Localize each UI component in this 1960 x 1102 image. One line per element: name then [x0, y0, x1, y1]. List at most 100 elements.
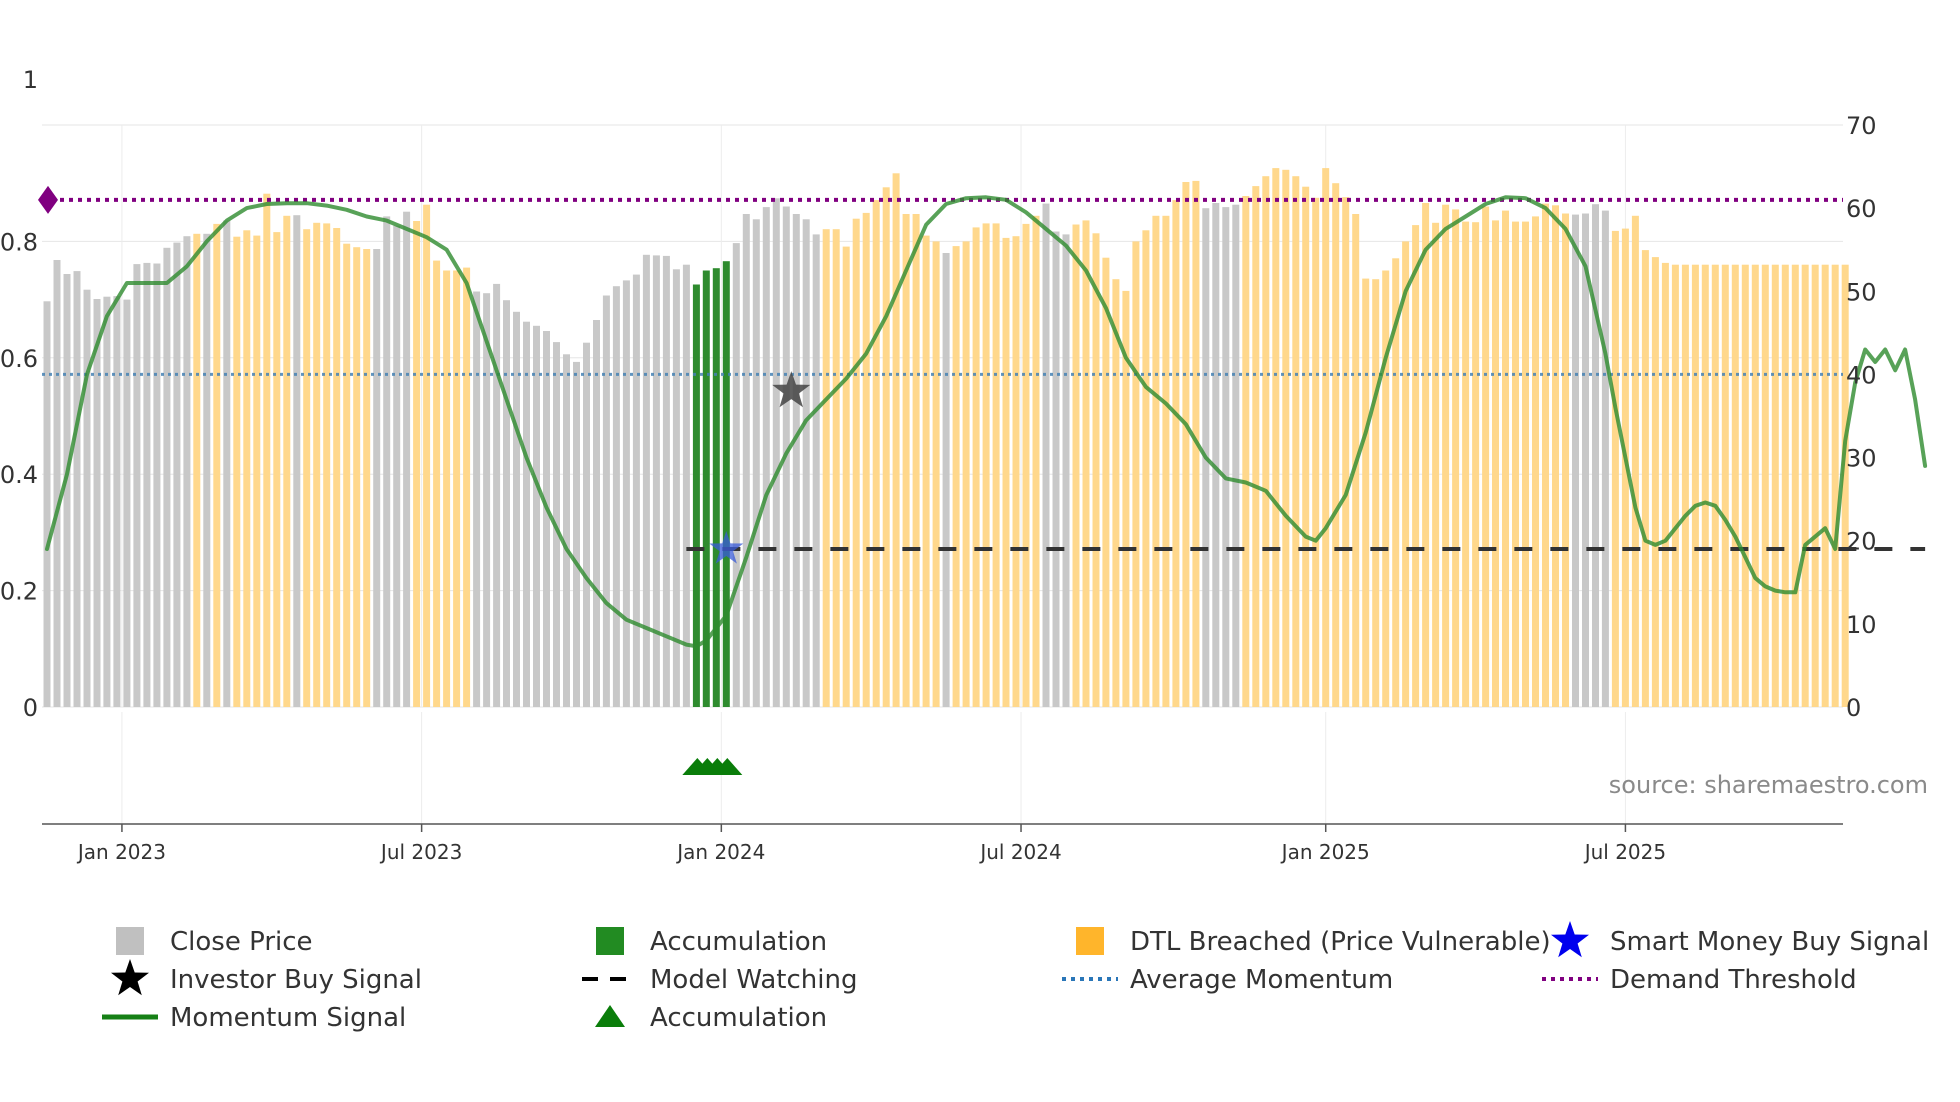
- bar-dtl: [882, 187, 890, 708]
- bar-dtl: [1362, 278, 1370, 707]
- markers-layer: [38, 185, 811, 775]
- bar-close: [143, 262, 151, 707]
- bar-dtl: [1721, 264, 1729, 707]
- bar-dtl: [1032, 215, 1040, 708]
- bar-dtl: [1252, 186, 1260, 708]
- bar-accumulation: [702, 270, 710, 707]
- bar-dtl: [1821, 264, 1829, 707]
- bar-close: [662, 255, 670, 707]
- bar-dtl: [1292, 176, 1300, 707]
- momentum-signal-line: [45, 195, 1928, 649]
- left-axis-label: 0.2: [0, 578, 38, 606]
- bar-dtl: [253, 235, 261, 707]
- legend-item: Accumulation: [595, 1003, 827, 1033]
- right-axis-label: 0: [1846, 694, 1861, 722]
- bar-dtl: [323, 223, 331, 707]
- bar-dtl: [1112, 279, 1120, 707]
- grid-layer: [42, 124, 1843, 824]
- bar-close: [652, 255, 660, 707]
- bar-dtl: [1452, 209, 1460, 707]
- bar-dtl: [1691, 264, 1699, 707]
- bar-dtl: [1542, 203, 1549, 707]
- bar-dtl: [1312, 197, 1320, 708]
- bar-dtl: [952, 246, 960, 707]
- bar-close: [203, 233, 211, 708]
- bar-dtl: [1761, 264, 1769, 707]
- bar-close: [1601, 210, 1609, 707]
- bar-dtl: [1012, 236, 1020, 707]
- legend-item: Model Watching: [582, 965, 857, 995]
- legend-swatch: [1076, 927, 1104, 955]
- bar-close: [583, 342, 590, 707]
- legend-item: DTL Breached (Price Vulnerable): [1076, 927, 1551, 957]
- left-axis-label: 0.4: [0, 461, 38, 489]
- bar-close: [183, 236, 191, 707]
- bar-dtl: [972, 227, 980, 707]
- demand-threshold-diamond: [38, 185, 58, 214]
- legend-label: Average Momentum: [1130, 965, 1393, 995]
- bar-dtl: [1751, 264, 1759, 707]
- bar-dtl: [1781, 264, 1789, 707]
- left-axis-label: 0.6: [0, 345, 38, 373]
- bar-dtl: [1422, 203, 1430, 707]
- legend-label: Demand Threshold: [1610, 965, 1857, 995]
- left-axis-label: 0: [23, 694, 38, 722]
- right-axis-label: 10: [1846, 611, 1877, 639]
- legend-item: Smart Money Buy Signal: [1551, 921, 1929, 958]
- bar-dtl: [1102, 257, 1110, 707]
- bar-dtl: [453, 270, 461, 707]
- bar-dtl: [1831, 264, 1839, 707]
- bar-close: [223, 220, 231, 707]
- bar-close: [1052, 231, 1060, 707]
- bar-close: [622, 280, 630, 707]
- bar-dtl: [1811, 264, 1819, 707]
- legend-label: Momentum Signal: [170, 1003, 406, 1033]
- bar-dtl: [1552, 205, 1559, 708]
- bar-close: [483, 293, 491, 707]
- legend-label: Close Price: [170, 927, 313, 957]
- bar-dtl: [962, 241, 970, 707]
- bar-accumulation: [712, 268, 720, 707]
- legend-item: Close Price: [116, 927, 313, 957]
- bar-close: [1212, 203, 1220, 707]
- legend-label: DTL Breached (Price Vulnerable): [1130, 927, 1551, 957]
- legend-item: Accumulation: [596, 927, 827, 957]
- bar-dtl: [1182, 182, 1190, 707]
- bar-close: [632, 274, 640, 707]
- bar-dtl: [1152, 215, 1160, 708]
- bar-dtl: [1512, 221, 1519, 707]
- bar-close: [393, 225, 401, 707]
- bar-close: [602, 295, 610, 707]
- x-tick-label: Jul 2023: [379, 840, 462, 864]
- bar-close: [1232, 204, 1240, 707]
- bar-close: [792, 214, 800, 707]
- bar-dtl: [1631, 215, 1639, 708]
- bar-close: [113, 296, 121, 707]
- bar-dtl: [1731, 264, 1739, 707]
- bar-close: [762, 207, 770, 707]
- bar-dtl: [1711, 264, 1719, 707]
- bar-close: [732, 243, 740, 707]
- bar-dtl: [1462, 221, 1470, 707]
- bar-close: [812, 234, 820, 707]
- bar-dtl: [1492, 220, 1499, 707]
- legend-star-icon: [111, 959, 149, 996]
- bar-close: [942, 253, 950, 707]
- accumulation-triangle: [712, 758, 743, 775]
- bar-dtl: [1771, 264, 1779, 707]
- legend-label: Model Watching: [650, 965, 857, 995]
- legend-star-icon: [1551, 921, 1589, 958]
- bar-close: [403, 211, 411, 707]
- bar-dtl: [862, 212, 870, 707]
- bar-close: [53, 260, 61, 707]
- bar-dtl: [1472, 222, 1480, 707]
- bar-dtl: [1342, 197, 1350, 707]
- bar-accumulation: [692, 284, 700, 707]
- bar-dtl: [1611, 230, 1619, 707]
- left-axis-label: 1: [23, 66, 38, 94]
- bar-dtl: [1142, 230, 1150, 708]
- x-tick-label: Jan 2023: [76, 840, 166, 864]
- bar-dtl: [1122, 290, 1130, 707]
- bar-dtl: [1801, 264, 1809, 707]
